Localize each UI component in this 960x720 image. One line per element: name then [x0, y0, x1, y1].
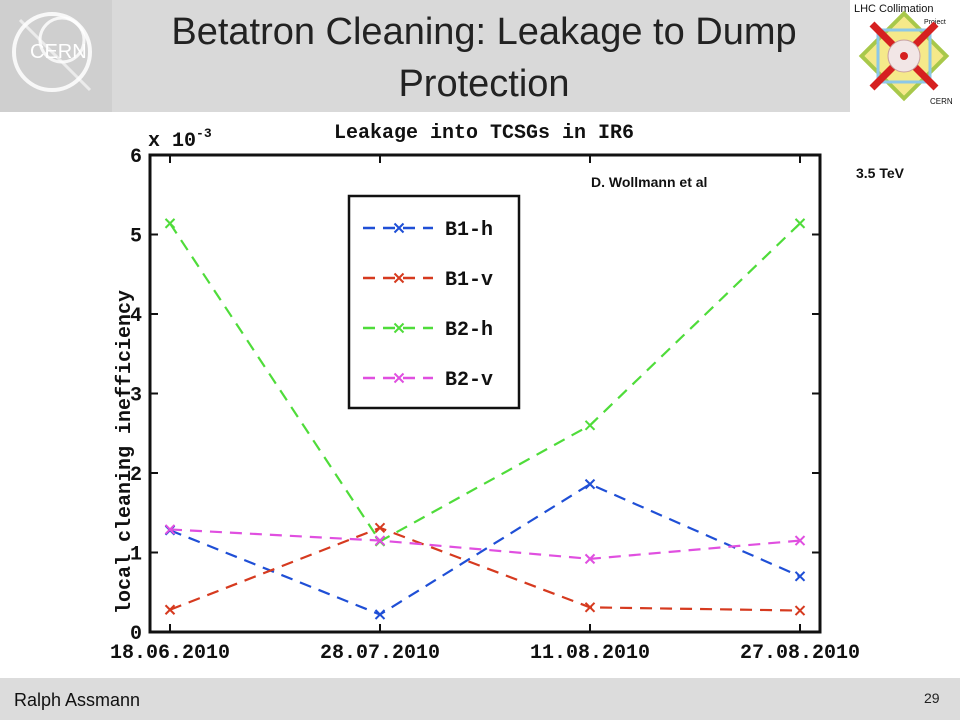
series-line	[169, 222, 801, 543]
y-tick-label: 4	[130, 305, 142, 328]
cern-logo-text: CERN	[30, 41, 87, 63]
data-point	[164, 604, 176, 615]
legend-label: B2-v	[445, 369, 493, 392]
lhc-logo-graphic: LHC Collimation Project CERN	[854, 3, 953, 106]
legend-item: B1-h	[363, 219, 493, 242]
x-tick-label: 27.08.2010	[740, 642, 860, 665]
data-point	[374, 609, 386, 620]
chart-legend: B1-h B1-v B2-h B2-v	[347, 194, 521, 410]
data-point	[164, 524, 176, 535]
data-point	[374, 535, 386, 546]
y-tick-label: 3	[130, 385, 142, 408]
legend-box	[347, 194, 521, 410]
slide-footer	[0, 678, 960, 720]
lhc-collimation-logo: LHC Collimation Project CERN	[850, 0, 960, 112]
presenter-name: Ralph Assmann	[14, 690, 141, 710]
data-point	[794, 218, 806, 229]
cern-logo: CERN	[0, 0, 112, 112]
series-line	[169, 482, 801, 616]
y-tick-label: 5	[130, 226, 142, 249]
legend-item: B1-v	[363, 269, 493, 292]
y-tick-label: 2	[130, 464, 142, 487]
page-number: 29	[924, 690, 940, 706]
chart-exponent-power: -3	[196, 126, 212, 141]
y-tick-label: 0	[130, 623, 142, 646]
series-line	[169, 528, 801, 560]
chart-exponent-label: x 10-3	[148, 126, 212, 153]
legend-label: B1-h	[445, 219, 493, 242]
beam-energy-label: 3.5 TeV	[856, 165, 904, 181]
x-tick-label: 11.08.2010	[530, 642, 650, 665]
legend-item: B2-h	[363, 319, 493, 342]
series-b1-v	[164, 522, 806, 616]
leakage-chart: Leakage into TCSGs in IR6 x 10-3 local c…	[110, 122, 860, 665]
chart-title: Leakage into TCSGs in IR6	[334, 122, 634, 145]
cern-logo-graphic: CERN	[12, 12, 92, 92]
y-tick-label: 6	[130, 146, 142, 169]
data-point	[374, 522, 386, 534]
data-point	[584, 553, 596, 565]
chart-exponent-base: x 10	[148, 130, 196, 153]
x-tick-label: 28.07.2010	[320, 642, 440, 665]
legend-label: B1-v	[445, 269, 493, 292]
y-axis-label: local cleaning inefficiency	[114, 290, 137, 614]
data-point	[794, 535, 806, 546]
data-point	[584, 602, 596, 613]
slide-title: Betatron Cleaning: Leakage to Dump Prote…	[171, 11, 797, 105]
legend-label: B2-h	[445, 319, 493, 342]
lhc-logo-project: Project	[924, 19, 946, 26]
data-point	[794, 571, 806, 582]
legend-item: B2-v	[363, 369, 493, 392]
x-tick-label: 18.06.2010	[110, 642, 230, 665]
series-b2-v	[164, 524, 806, 565]
lhc-logo-cern: CERN	[930, 97, 953, 106]
data-point	[164, 218, 176, 229]
data-point	[794, 605, 806, 616]
author-credit: D. Wollmann et al	[591, 174, 708, 190]
lhc-logo-title: LHC Collimation	[854, 3, 933, 15]
data-point	[584, 478, 596, 490]
data-point	[584, 420, 596, 431]
y-tick-label: 1	[130, 544, 142, 567]
slide-header	[0, 0, 960, 112]
